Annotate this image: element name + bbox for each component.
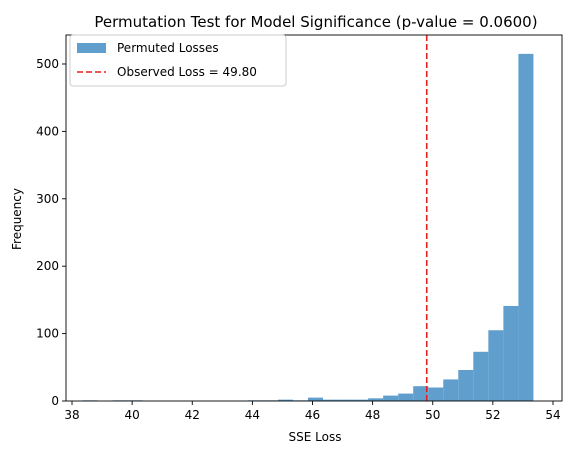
- legend-permuted-swatch: [77, 43, 106, 53]
- legend-box: [69, 34, 287, 87]
- chart-title: Permutation Test for Model Significance …: [94, 13, 537, 31]
- histogram-bar: [307, 397, 324, 401]
- y-tick-label: 400: [36, 124, 59, 138]
- plot-frame: [65, 34, 563, 402]
- x-tick-label: 42: [185, 408, 200, 422]
- histogram-bar: [277, 399, 293, 401]
- y-tick-label: 500: [36, 57, 59, 71]
- histogram-bar: [338, 399, 354, 401]
- axes-frame: [65, 34, 563, 402]
- histogram-bar: [323, 399, 339, 401]
- histogram-bar: [473, 351, 489, 401]
- x-axis-ticks: 38 40 42 44 46 48 50 52 54: [64, 401, 561, 422]
- legend-permuted-label: Permuted Losses: [117, 41, 219, 55]
- histogram-bar: [383, 395, 399, 401]
- histogram-bar: [488, 330, 504, 401]
- histogram-bar: [503, 305, 519, 401]
- y-axis-label: Frequency: [10, 188, 24, 250]
- histogram-bar: [443, 379, 459, 401]
- legend: Permuted Losses Observed Loss = 49.80: [69, 34, 287, 87]
- x-tick-label: 54: [545, 408, 560, 422]
- x-tick-label: 38: [64, 408, 79, 422]
- histogram-bar: [413, 386, 429, 401]
- x-tick-label: 44: [245, 408, 260, 422]
- histogram-bar: [428, 387, 444, 401]
- y-tick-label: 300: [36, 192, 59, 206]
- y-axis-ticks: 0 100 200 300 400 500: [36, 57, 66, 408]
- x-tick-label: 46: [305, 408, 320, 422]
- histogram-bars: [82, 53, 534, 402]
- y-tick-label: 0: [51, 394, 59, 408]
- legend-observed-label: Observed Loss = 49.80: [117, 65, 257, 79]
- histogram-bar: [458, 369, 474, 401]
- y-tick-label: 100: [36, 327, 59, 341]
- x-tick-label: 52: [485, 408, 500, 422]
- histogram-bar: [353, 399, 369, 401]
- x-tick-label: 50: [425, 408, 440, 422]
- x-tick-label: 48: [365, 408, 380, 422]
- x-tick-label: 40: [124, 408, 139, 422]
- histogram-bar: [368, 398, 384, 401]
- y-tick-label: 200: [36, 259, 59, 273]
- histogram-bar: [518, 53, 534, 402]
- histogram-bar: [398, 393, 414, 401]
- x-axis-label: SSE Loss: [289, 430, 342, 444]
